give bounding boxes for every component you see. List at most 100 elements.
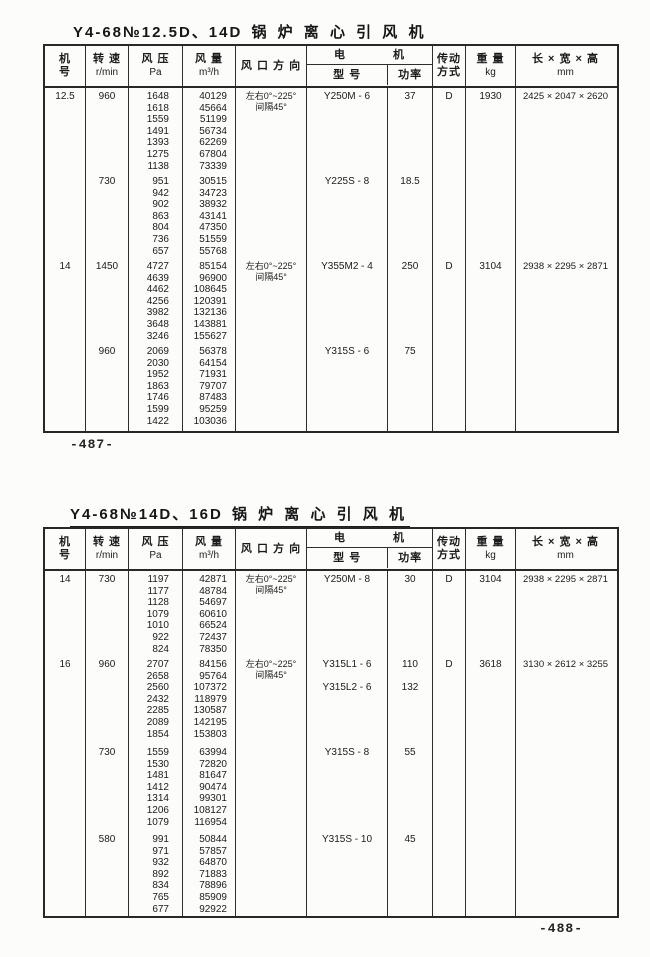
header-cell-dimensions: 长 × 宽 × 高 mm [515,529,615,569]
cell: Y315S - 8 [307,744,387,831]
value-line: 960 [98,659,116,670]
value-line: 45 [404,834,416,845]
column-dimensions: 2425 × 2047 × 2620 2938 × 2295 × 2871 [515,88,615,431]
header-cell-motor-power: 功率 [387,548,432,568]
value-line: Y225S - 8 [324,176,370,187]
cell: 1648 1618 1559 1491 1393 1275 1138 [129,88,182,173]
value-line: 730 [98,176,116,187]
value-line: 120391 [193,295,227,307]
cell [433,744,465,831]
value-line: 132 [401,682,419,694]
value-line: 942 [152,187,169,199]
value-line: 142195 [193,716,227,728]
cell: 18.5 [388,173,432,258]
column-machine-no: 14 16 [45,571,85,916]
table-body: 14 16 730 960 730 580 1197 1177 1128 1079 10… [45,571,617,916]
value-line: 99301 [199,793,227,805]
cell: 2938 × 2295 × 2871 [516,258,615,343]
value-line: 3130 × 2612 × 3255 [522,659,609,670]
value-line: 4256 [146,295,169,307]
column-pressure: 1197 1177 1128 1079 1010 922 824 2707 2658 2560 2… [128,571,182,916]
fan-spec-table: 机 号 转 速 r/min 风 压 Pa 风 量 m³/h 风 口 方 向 电 [43,44,619,433]
value-line: Y250M - 6 [323,91,371,102]
value-line: Y250M - 8 [323,574,371,585]
cell: 1197 1177 1128 1079 1010 922 824 [129,571,182,656]
value-line: Y315S - 6 [324,346,370,357]
value-line: 85154 [199,261,227,272]
value-line: 62269 [199,137,227,149]
cell [236,831,306,916]
table-header: 机 号 转 速 r/min 风 压 Pa 风 量 m³/h 风 口 方 向 电 [45,529,617,571]
value-line: 3246 [146,330,169,342]
value-line: 79707 [199,380,227,392]
cell: 左右0°~225° 间隔45° [236,571,306,656]
cell: 960 [86,88,128,173]
cell: Y315S - 6 [307,343,387,431]
value-line: 3104 [479,261,502,272]
value-line: 30 [404,574,416,585]
value-line: 57857 [199,845,227,857]
cell: 2938 × 2295 × 2871 [516,571,615,656]
value-line: 132136 [193,307,227,319]
value-line: 2658 [146,670,169,682]
cell: 50844 57857 64870 71883 78896 85909 92922 [183,831,235,916]
value-line: 47350 [199,222,227,234]
value-line: 580 [98,834,116,845]
cell: 730 [86,571,128,656]
cell: D [433,88,465,173]
value-line: 左右0°~225° [245,91,297,101]
value-line: 40129 [199,91,227,102]
value-line: 1275 [146,148,169,160]
column-weight: 1930 3104 [465,88,515,431]
value-line: 153803 [193,728,227,740]
value-line: D [445,574,453,585]
value-line: 1530 [146,758,169,770]
value-line: 1481 [146,770,169,782]
header-cell-weight: 重 量 kg [465,529,515,569]
header-cell-volume: 风 量 m³/h [182,46,235,86]
value-line: 103036 [193,415,227,427]
value-line: 1746 [146,392,169,404]
value-line: 824 [152,643,169,655]
value-line: 736 [152,233,169,245]
value-line: 95764 [199,670,227,682]
header-cell-machine-no: 机 号 [59,536,71,561]
value-line: 960 [98,91,116,102]
cell: 951 942 902 863 804 736 657 [129,173,182,258]
value-line: Y315L1 - 6 [322,659,372,670]
header-cell-motor-model: 型 号 [333,551,362,564]
value-line: 72437 [199,631,227,643]
cell: 40129 45664 51199 56734 62269 67804 73339 [183,88,235,173]
cell [466,343,515,431]
value-line: 1450 [95,261,119,272]
fan-spec-table: 机 号 转 速 r/min 风 压 Pa 风 量 m³/h 风 口 方 向 电 [43,527,619,918]
cell: Y250M - 6 [307,88,387,173]
value-line: 1952 [146,369,169,381]
value-line: 3104 [479,574,502,585]
header-cell-drive: 传动 方式 [432,529,465,569]
cell: 2425 × 2047 × 2620 [516,88,615,173]
value-line: 108645 [193,284,227,296]
value-line: 间隔45° [255,271,287,282]
value-line: 3648 [146,318,169,330]
value-line: 75 [404,346,416,357]
value-line: 67804 [199,148,227,160]
cell: 960 [86,343,128,431]
page-number: -488- [539,921,584,936]
cell [433,831,465,916]
cell: 250 [388,258,432,343]
value-line: 间隔45° [255,584,287,595]
value-line: 78896 [199,880,227,892]
value-line: 90474 [199,781,227,793]
value-line: 3618 [479,659,502,670]
value-line: 1138 [147,160,169,172]
header-cell-weight: 重 量 kg [465,46,515,86]
column-drive: D D [432,88,465,431]
value-line: 4462 [146,284,169,296]
value-line: 64154 [199,357,227,369]
cell: 12.5 [45,88,85,173]
value-line: 54697 [199,597,227,609]
cell [45,343,85,431]
column-outlet-direction: 左右0°~225° 间隔45° 左右0°~225° 间隔45° [235,571,306,916]
value-line: 2089 [146,716,169,728]
